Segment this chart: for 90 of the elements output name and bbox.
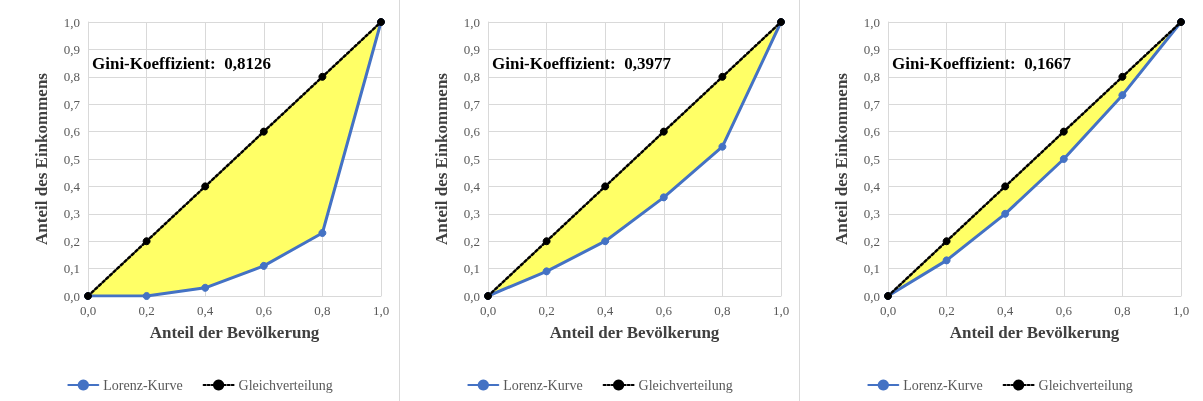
point	[142, 292, 151, 300]
point	[942, 256, 951, 265]
y-tick-label: 1,0	[63, 14, 80, 30]
point	[1059, 155, 1068, 163]
y-tick-label: 0,1	[863, 261, 880, 277]
y-tick-label: 0,0	[63, 288, 80, 304]
x-tick-label: 0,8	[714, 303, 731, 318]
y-tick-label: 0,5	[463, 151, 480, 167]
point	[718, 72, 727, 81]
point	[259, 127, 268, 136]
y-tick-label: 0,2	[63, 233, 80, 249]
y-tick-label: 0,4	[63, 178, 81, 194]
point	[659, 193, 668, 202]
legend-label: Gleichverteilung	[638, 377, 733, 393]
y-tick-label: 0,0	[863, 288, 880, 304]
point	[142, 237, 151, 246]
x-tick-label: 0,0	[79, 303, 97, 318]
x-tick-label: 1,0	[1172, 303, 1190, 318]
x-tick-label: 0,0	[879, 303, 897, 318]
y-tick-label: 0,7	[463, 96, 481, 112]
x-tick-label: 0,6	[1055, 303, 1073, 318]
y-tick-label: 0,7	[63, 96, 81, 112]
point	[318, 72, 327, 81]
y-tick-label: 0,5	[863, 151, 880, 167]
annotation: Gini-Koeffizient: 0,3977	[492, 54, 672, 73]
point	[542, 237, 551, 246]
y-tick-label: 0,9	[463, 41, 480, 57]
y-tick-label: 0,0	[463, 288, 480, 304]
point	[601, 237, 610, 246]
y-tick-label: 0,6	[863, 124, 881, 140]
x-tick-label: 0,8	[1114, 303, 1131, 318]
legend-label: Gleichverteilung	[1038, 377, 1133, 393]
x-tick-label: 0,4	[997, 303, 1014, 318]
y-tick-label: 0,3	[63, 206, 80, 222]
y-axis-title: Anteil des Einkommens	[832, 72, 851, 245]
y-tick-label: 0,8	[863, 69, 880, 85]
x-axis-title: Anteil der Bevölkerung	[149, 323, 320, 342]
y-tick-label: 0,8	[63, 69, 80, 85]
y-tick-label: 0,5	[63, 151, 80, 167]
point	[1059, 127, 1068, 136]
x-tick-label: 0,4	[597, 303, 614, 318]
point	[318, 228, 327, 237]
y-axis-title: Anteil des Einkommens	[32, 72, 51, 245]
x-tick-label: 0,6	[255, 303, 273, 318]
point	[201, 283, 210, 292]
legend-label: Gleichverteilung	[238, 377, 333, 393]
y-tick-label: 0,3	[863, 206, 880, 222]
annotation: Gini-Koeffizient: 0,1667	[892, 54, 1072, 73]
y-tick-label: 1,0	[863, 14, 880, 30]
y-tick-label: 0,1	[463, 261, 480, 277]
y-tick-label: 1,0	[463, 14, 480, 30]
y-tick-label: 0,3	[463, 206, 480, 222]
point	[601, 182, 610, 191]
y-tick-label: 0,9	[63, 41, 80, 57]
point	[1001, 209, 1010, 218]
point	[1001, 182, 1010, 191]
y-tick-label: 0,2	[463, 233, 480, 249]
point	[542, 267, 551, 276]
x-tick-label: 1,0	[772, 303, 790, 318]
y-tick-label: 0,8	[463, 69, 480, 85]
legend-label: Lorenz-Kurve	[103, 377, 183, 393]
legend-label: Lorenz-Kurve	[903, 377, 983, 393]
y-axis-title: Anteil des Einkommens	[432, 72, 451, 245]
legend-label: Lorenz-Kurve	[503, 377, 583, 393]
point	[659, 127, 668, 136]
point	[259, 261, 268, 270]
x-tick-label: 1,0	[372, 303, 390, 318]
point	[1118, 91, 1127, 100]
y-tick-label: 0,2	[863, 233, 880, 249]
x-tick-label: 0,2	[938, 303, 955, 318]
x-tick-label: 0,2	[538, 303, 555, 318]
y-tick-label: 0,6	[63, 124, 81, 140]
point	[942, 237, 951, 246]
y-tick-label: 0,4	[463, 178, 481, 194]
point	[1118, 72, 1127, 81]
y-tick-label: 0,9	[863, 41, 880, 57]
x-tick-label: 0,2	[138, 303, 155, 318]
x-axis-title: Anteil der Bevölkerung	[949, 323, 1120, 342]
y-tick-label: 0,4	[863, 178, 881, 194]
annotation: Gini-Koeffizient: 0,8126	[92, 54, 271, 73]
x-tick-label: 0,4	[197, 303, 214, 318]
x-tick-label: 0,0	[479, 303, 497, 318]
y-tick-label: 0,1	[63, 261, 80, 277]
y-tick-label: 0,7	[863, 96, 881, 112]
x-tick-label: 0,8	[314, 303, 331, 318]
point	[201, 182, 210, 191]
point	[718, 142, 727, 151]
x-axis-title: Anteil der Bevölkerung	[549, 323, 720, 342]
y-tick-label: 0,6	[463, 124, 481, 140]
x-tick-label: 0,6	[655, 303, 673, 318]
